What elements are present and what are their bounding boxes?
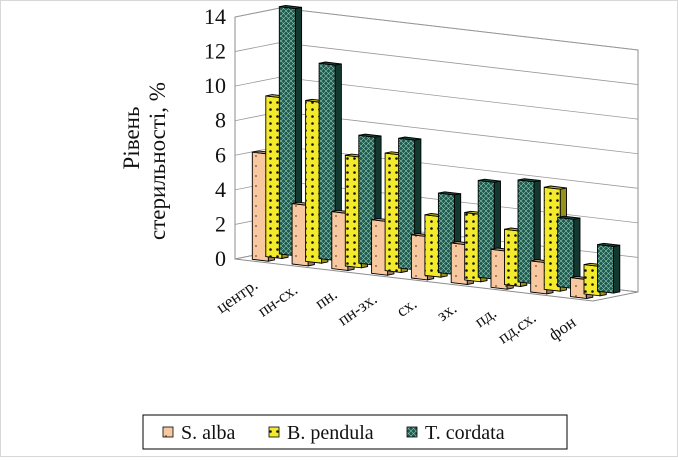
x-category-label-3: пн. — [311, 284, 340, 312]
x-category-label-5: сх. — [393, 294, 420, 321]
bar-top — [398, 136, 421, 141]
x-category-label-7: пд. — [471, 303, 500, 331]
bar-top — [597, 242, 620, 247]
x-category-label-2: пн-сх. — [254, 280, 301, 321]
x-category-label-8: пд.сх. — [494, 308, 539, 348]
legend: S. alba B. pendula T. cordata — [142, 414, 568, 450]
bar-top — [279, 5, 302, 10]
x-category-label-9: фон — [545, 312, 579, 344]
y-tick-label: 10 — [204, 73, 226, 98]
bar-top — [517, 178, 541, 183]
bar-t-cordata-фон — [597, 242, 621, 294]
y-tick-label: 0 — [215, 246, 226, 271]
bar-t-cordata-центр — [278, 5, 303, 257]
y-axis-label-line-2: стерильності, % — [145, 82, 170, 240]
bar-front — [597, 244, 614, 294]
y-axis-ticks: 0 2 4 6 8 10 12 14 — [204, 4, 226, 271]
y-tick-label: 14 — [204, 4, 226, 29]
y-tick-label: 8 — [215, 108, 226, 133]
x-category-label-4: пн-зх. — [334, 289, 380, 329]
legend-swatch-s-alba — [162, 426, 174, 438]
bar-top — [544, 185, 567, 190]
bar-top — [478, 178, 501, 183]
legend-swatch-b-pendula — [268, 426, 280, 438]
y-axis-label: Рівень стерильності, % — [119, 82, 170, 240]
legend-label-s-alba: S. alba — [181, 422, 236, 444]
bars — [251, 5, 621, 300]
legend-label-b-pendula: B. pendula — [287, 422, 374, 444]
y-tick-label: 2 — [215, 211, 226, 236]
bar-top — [557, 215, 581, 220]
legend-swatch-t-cordata — [406, 426, 418, 438]
bar-side — [613, 244, 621, 294]
legend-label-t-cordata: T. cordata — [425, 422, 505, 444]
bar-top — [438, 191, 461, 196]
y-tick-label: 12 — [204, 39, 226, 64]
bar-t-cordata-пд — [517, 178, 541, 285]
x-category-label-6: зх. — [433, 298, 460, 325]
bar-top — [358, 133, 382, 138]
y-tick-label: 4 — [215, 177, 226, 202]
x-category-label-1: центр. — [213, 275, 262, 317]
bar-top — [319, 61, 342, 66]
legend-box — [142, 414, 568, 450]
y-tick-label: 6 — [215, 142, 226, 167]
y-axis-label-line-1: Рівень — [119, 107, 144, 170]
